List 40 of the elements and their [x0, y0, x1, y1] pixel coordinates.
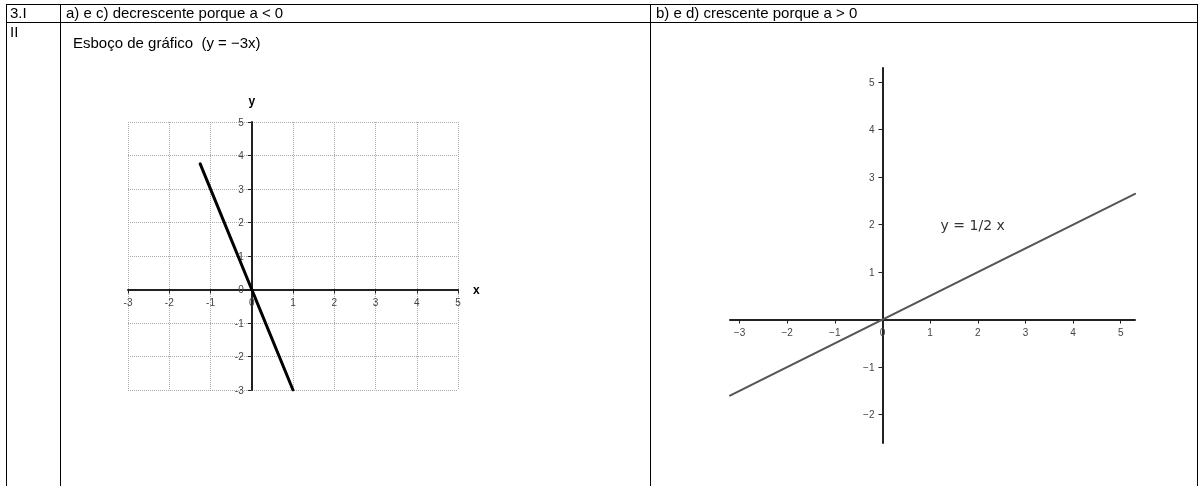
y-tick-label: -3 — [234, 384, 245, 396]
y-tick-label: 4 — [238, 150, 245, 161]
x-tick-label: −2 — [781, 327, 794, 339]
x-tick-label: 3 — [372, 297, 379, 308]
annotation: y = 1/2 x — [940, 217, 1005, 233]
y-tick-label: 3 — [868, 171, 875, 183]
x-tick-label: 2 — [331, 297, 338, 308]
y-tick-label: 2 — [238, 217, 245, 228]
x-tick-label: −1 — [829, 327, 841, 339]
y-tick-label: 4 — [868, 124, 875, 136]
x-tick-label: 5 — [455, 297, 462, 308]
y-tick-label: 5 — [238, 116, 245, 128]
y-tick-label: 5 — [868, 76, 875, 88]
y-tick-label: 3 — [238, 183, 245, 195]
x-tick-label: -2 — [164, 297, 175, 308]
x-tick-label: -3 — [123, 297, 133, 308]
text: b) e d) crescente porque a > 0 — [656, 4, 858, 21]
chart-title: Esboço de gráfico (y = −3x) — [73, 34, 261, 51]
x-axis-title: x — [473, 282, 480, 297]
y-axis-title: y — [248, 94, 256, 108]
x-tick-label: 1 — [290, 297, 297, 308]
x-tick-label: −3 — [733, 327, 746, 339]
y-tick-label: −2 — [863, 409, 875, 421]
x-tick-label: 2 — [974, 327, 981, 339]
x-tick-label: 3 — [1022, 327, 1029, 339]
text: a) e c) decrescente porque a < 0 — [66, 4, 284, 21]
x-tick-label: 4 — [1070, 327, 1077, 339]
y-tick-label: 2 — [868, 219, 875, 231]
x-tick-label: 4 — [413, 297, 420, 308]
x-tick-label: 5 — [1117, 327, 1124, 339]
text: II — [10, 23, 19, 40]
y-tick-label: 1 — [868, 266, 875, 278]
x-tick-label: 1 — [927, 327, 934, 339]
x-tick-label: 0 — [879, 327, 886, 339]
x-tick-label: 0 — [248, 297, 255, 308]
y-tick-label: -1 — [234, 317, 245, 329]
x-tick-label: -1 — [206, 297, 216, 308]
y-tick-label: -2 — [234, 351, 245, 362]
text: 3.I — [10, 4, 27, 21]
y-tick-label: −1 — [863, 361, 875, 373]
